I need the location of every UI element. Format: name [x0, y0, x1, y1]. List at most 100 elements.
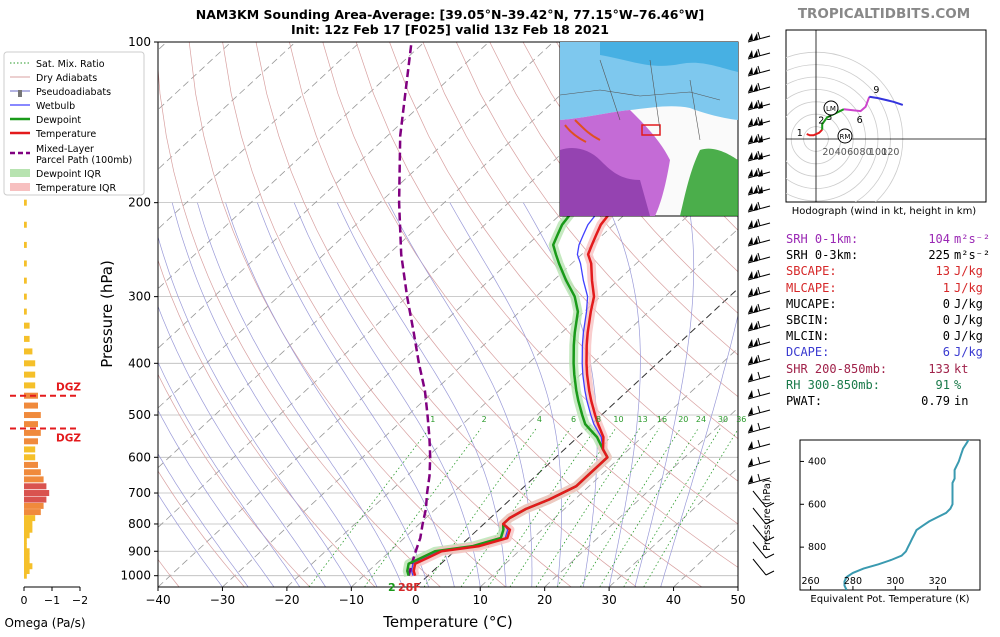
mixing-ratio-line	[364, 428, 482, 587]
stat-unit: J/kg	[954, 345, 983, 360]
stat-unit: J/kg	[954, 280, 983, 295]
wind-barb	[747, 456, 771, 468]
wind-barb-flag	[748, 254, 753, 262]
legend-box	[3, 51, 145, 196]
wind-barb-feather	[757, 65, 761, 74]
theta-x-tick-label: 280	[844, 576, 862, 587]
omega-bar	[24, 532, 30, 539]
wind-barb-flag	[753, 203, 758, 211]
wind-barb-flag	[748, 475, 753, 483]
stat-value: 6	[942, 345, 950, 360]
hodo-trace	[843, 96, 871, 113]
pseudo-adiabat	[158, 235, 352, 587]
wind-barb-staff	[747, 409, 771, 417]
dry-adiabat	[158, 470, 245, 587]
wind-barb-flag	[748, 33, 753, 41]
dry-adiabat	[158, 373, 311, 587]
x-tick-label: −40	[145, 593, 170, 607]
hodo-point-label: 1	[797, 128, 803, 139]
wind-barb-flag	[748, 271, 753, 279]
mixing-ratio-label: 10	[613, 415, 623, 424]
wind-barb-flag	[753, 220, 758, 228]
mixing-ratio-line	[599, 428, 699, 587]
omega-bar	[24, 558, 30, 565]
hodo-lm-label: LM	[826, 105, 836, 113]
legend: Sat. Mix. Ratio Dry Adiabats Pseudoadiabat…	[3, 51, 145, 196]
hodo-point-label: 9	[873, 85, 879, 96]
wind-barb-feather	[757, 371, 761, 380]
wind-barb	[747, 405, 771, 417]
wind-barb	[747, 252, 771, 264]
stat-row: RH 300-850mb: 91%	[786, 378, 986, 394]
wind-barb-flag	[758, 118, 763, 126]
mixing-ratio-label: 4	[537, 415, 542, 424]
wind-barb-feather	[757, 252, 761, 261]
wind-barb-flag	[748, 356, 753, 364]
wind-barb	[747, 320, 771, 332]
wind-barb	[747, 167, 771, 179]
wind-barb	[752, 541, 775, 559]
wind-barb-staff	[747, 324, 771, 332]
wind-barb-flag	[748, 373, 753, 381]
wind-barb-flag	[748, 305, 753, 313]
wind-barb-staff	[747, 35, 771, 43]
surface-temp-label: 28F	[398, 581, 421, 594]
wind-barb-flag	[753, 84, 758, 92]
x-tick-label: 10	[473, 593, 488, 607]
wind-barb	[747, 473, 771, 485]
wind-barb	[747, 235, 771, 247]
theta-x-tick-label: 300	[886, 576, 904, 587]
mixing-ratio-label: 6	[571, 415, 576, 424]
hodo-lm-marker	[823, 100, 839, 116]
omega-bar	[24, 429, 41, 436]
isotherm-line	[479, 347, 738, 587]
legend-item-label: Temperature	[35, 129, 96, 140]
wind-barb-flag	[753, 33, 758, 41]
wind-barb-feather	[757, 439, 761, 448]
isotherm-line	[415, 287, 738, 587]
skewt-ylabel: Pressure (hPa)	[98, 260, 116, 368]
wind-barb-staff	[747, 69, 771, 77]
omega-bar	[24, 543, 27, 550]
omega-tick-label: −1	[44, 594, 60, 607]
figure-subtitle: Init: 12z Feb 17 [F025] valid 13z Feb 18…	[291, 22, 609, 37]
wind-barb-flag	[748, 203, 753, 211]
wind-barb-staff	[747, 460, 771, 468]
dry-adiabat	[455, 42, 738, 398]
omega-bar	[24, 360, 36, 367]
dry-adiabat	[222, 42, 572, 587]
stat-label: SHR 200-850mb:	[786, 361, 888, 376]
theta-panel: 260 280 300 320 400 600 800 Equivalent Pot. Te…	[762, 439, 981, 605]
hodo-ring-label: 40	[835, 147, 847, 158]
theta-e-line	[843, 440, 970, 590]
omega-bar	[24, 568, 30, 575]
x-tick-label: −10	[339, 593, 364, 607]
stat-value: 0	[942, 296, 950, 311]
legend-item-label: Wetbulb	[36, 101, 75, 112]
x-tick-label: −30	[210, 593, 235, 607]
x-tick-label: −20	[274, 593, 299, 607]
wind-barb-flag	[748, 407, 753, 415]
p-tick-label: 100	[128, 35, 151, 49]
isotherm-line	[158, 42, 618, 469]
wind-barb-flag	[753, 271, 758, 279]
wind-barb-flag	[748, 322, 753, 330]
theta-x-tick-label: 320	[929, 576, 947, 587]
legend-item-label: Dry Adiabats	[36, 73, 97, 84]
wind-barb-flag	[758, 135, 763, 143]
dry-adiabat	[422, 42, 738, 440]
x-tick-label: 0	[412, 593, 420, 607]
mixing-ratio-label: 30	[718, 415, 728, 424]
wind-barb	[747, 65, 771, 77]
map-freezing-rain	[564, 119, 601, 143]
brand-watermark: TROPICALTIDBITS.COM	[798, 6, 970, 22]
pseudo-adiabat	[225, 202, 430, 587]
wind-barb-staff	[747, 205, 771, 213]
wind-barb	[747, 150, 771, 162]
surface-level-label: 2	[388, 581, 396, 594]
mixing-ratio-line	[487, 428, 596, 587]
wind-barb-feather	[757, 167, 761, 176]
stat-row: SRH 0-3km: 225 m²s⁻²	[786, 248, 990, 264]
wind-barb	[747, 388, 771, 400]
hodo-ring-label: 80	[860, 147, 872, 158]
